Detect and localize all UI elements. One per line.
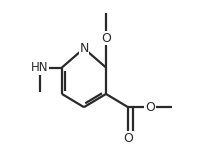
Text: N: N	[79, 42, 89, 55]
Text: O: O	[123, 132, 133, 145]
Text: O: O	[145, 101, 155, 114]
Text: HN: HN	[31, 61, 49, 74]
Text: O: O	[101, 32, 111, 45]
